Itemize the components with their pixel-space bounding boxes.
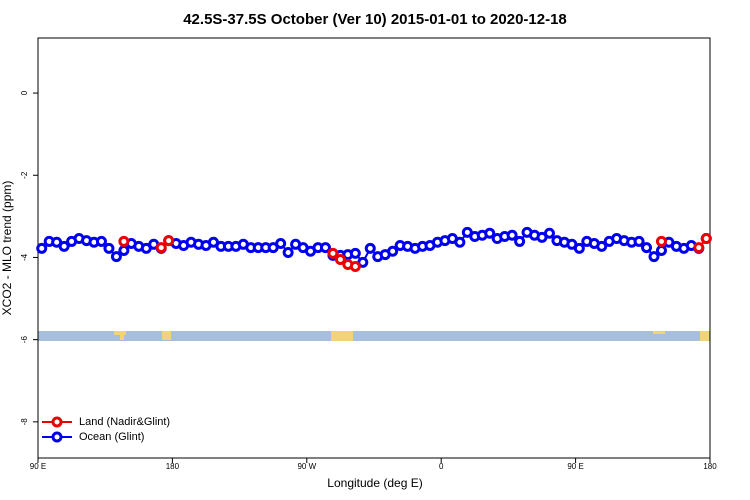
point xyxy=(163,235,175,247)
surface-mask xyxy=(38,331,710,341)
x-tick-label: 90 E xyxy=(567,462,583,471)
point xyxy=(633,235,645,247)
point xyxy=(327,247,339,259)
y-tick-label: -8 xyxy=(20,418,29,426)
point xyxy=(573,242,585,254)
x-tick-label: 90 E xyxy=(30,462,46,471)
point xyxy=(110,251,122,263)
point xyxy=(282,247,294,259)
point xyxy=(118,244,130,256)
point xyxy=(387,245,399,257)
y-tick-label: -6 xyxy=(20,336,29,344)
point xyxy=(700,233,712,245)
x-tick-label: 180 xyxy=(703,462,717,471)
x-tick-label: 0 xyxy=(439,462,444,471)
point xyxy=(693,242,705,254)
point xyxy=(58,240,70,252)
point xyxy=(319,242,331,254)
point xyxy=(155,242,167,254)
legend-marker xyxy=(51,416,63,428)
point xyxy=(334,254,346,266)
point xyxy=(95,235,107,247)
point xyxy=(506,229,518,241)
point xyxy=(364,242,376,254)
point xyxy=(349,260,361,272)
x-tick-label: 180 xyxy=(166,462,180,471)
point xyxy=(655,244,667,256)
point xyxy=(454,236,466,248)
chart-title: 42.5S-37.5S October (Ver 10) 2015-01-01 … xyxy=(183,11,567,28)
y-axis-label: XCO2 - MLO trend (ppm) xyxy=(0,181,14,316)
y-tick-label: -2 xyxy=(20,171,29,179)
point xyxy=(349,247,361,259)
legend-label: Ocean (Glint) xyxy=(79,431,144,443)
point xyxy=(103,242,115,254)
x-axis-label: Longitude (deg E) xyxy=(327,476,422,490)
point xyxy=(543,227,555,239)
legend-label: Land (Nadir&Glint) xyxy=(79,416,170,428)
y-tick-label: -4 xyxy=(20,253,29,261)
point xyxy=(118,235,130,247)
point xyxy=(655,235,667,247)
point xyxy=(648,251,660,263)
point xyxy=(275,237,287,249)
y-tick-label: 0 xyxy=(20,90,29,95)
point xyxy=(36,242,48,254)
point xyxy=(641,242,653,254)
x-tick-label: 90 W xyxy=(297,462,316,471)
legend-marker xyxy=(51,431,63,443)
point xyxy=(596,240,608,252)
point xyxy=(514,235,526,247)
point xyxy=(484,227,496,239)
